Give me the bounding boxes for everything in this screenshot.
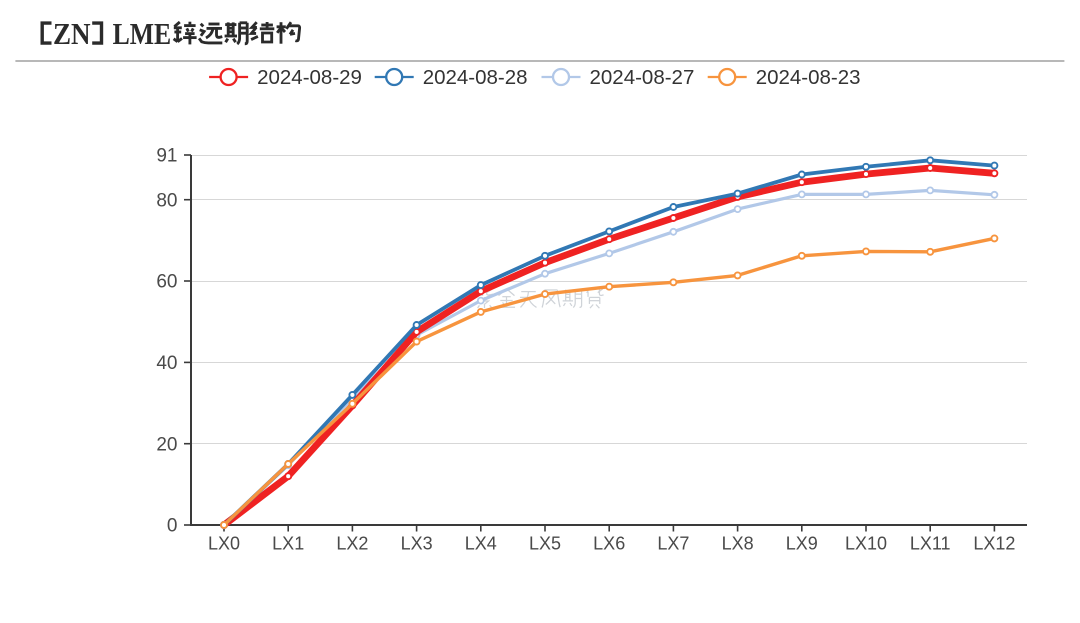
svg-text:80: 80 bbox=[156, 190, 177, 211]
svg-text:LX10: LX10 bbox=[845, 534, 887, 554]
svg-text:LX8: LX8 bbox=[722, 534, 754, 554]
svg-text:40: 40 bbox=[156, 353, 177, 374]
svg-text:ZN: ZN bbox=[53, 17, 91, 51]
svg-text:2024-08-23: 2024-08-23 bbox=[756, 66, 861, 89]
svg-text:LX1: LX1 bbox=[272, 534, 304, 554]
svg-text:LX9: LX9 bbox=[786, 534, 818, 554]
svg-text:LX12: LX12 bbox=[973, 534, 1015, 554]
svg-text:LX3: LX3 bbox=[401, 534, 433, 554]
svg-text:2024-08-29: 2024-08-29 bbox=[257, 66, 362, 89]
svg-text:2024-08-28: 2024-08-28 bbox=[423, 66, 528, 89]
svg-text:LX4: LX4 bbox=[465, 534, 497, 554]
svg-text:60: 60 bbox=[156, 272, 177, 293]
svg-text:LX11: LX11 bbox=[910, 534, 951, 554]
svg-text:LX6: LX6 bbox=[593, 534, 625, 554]
svg-text:91: 91 bbox=[156, 146, 177, 167]
svg-text:LX7: LX7 bbox=[657, 534, 689, 554]
svg-text:LX2: LX2 bbox=[336, 534, 368, 554]
svg-text:LX5: LX5 bbox=[529, 534, 561, 554]
svg-text:20: 20 bbox=[156, 434, 177, 455]
svg-text:LX0: LX0 bbox=[208, 534, 240, 554]
svg-text:2024-08-27: 2024-08-27 bbox=[590, 66, 695, 89]
svg-text:LME: LME bbox=[113, 17, 172, 51]
svg-text:0: 0 bbox=[167, 516, 178, 537]
